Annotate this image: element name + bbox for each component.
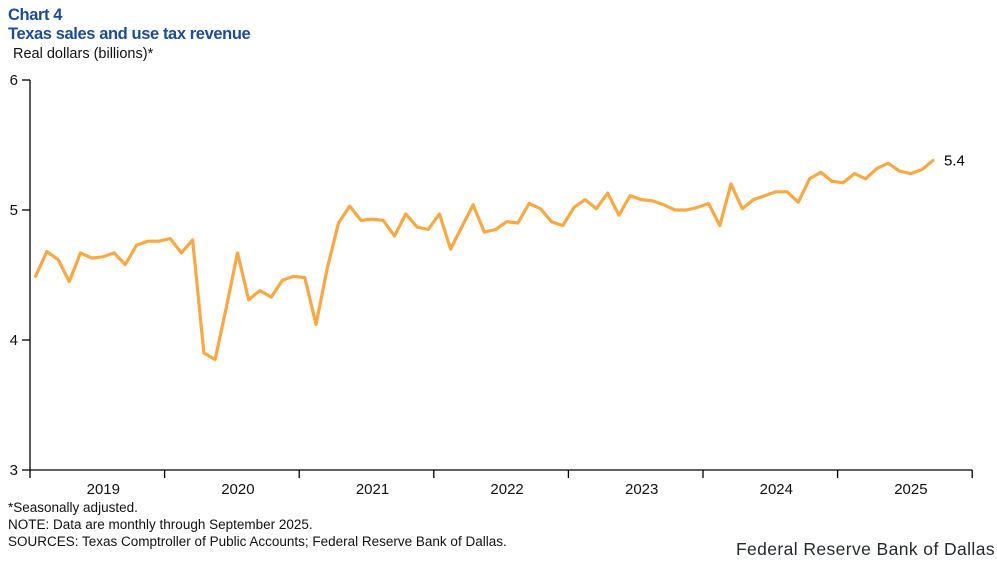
footnote-seasonally-adjusted: *Seasonally adjusted. bbox=[8, 500, 138, 515]
chart-title: Texas sales and use tax revenue bbox=[8, 25, 251, 43]
x-tick-label: 2024 bbox=[760, 481, 793, 498]
x-tick-label: 2020 bbox=[221, 481, 254, 498]
chart-header: Chart 4 Texas sales and use tax revenue bbox=[8, 6, 251, 44]
revenue-line bbox=[33, 159, 935, 362]
x-tick-label: 2019 bbox=[87, 481, 120, 498]
x-tick-label: 2022 bbox=[490, 481, 523, 498]
x-tick-label: 2023 bbox=[625, 481, 658, 498]
footnote-sources: SOURCES: Texas Comptroller of Public Acc… bbox=[8, 534, 507, 549]
x-tick-label: 2021 bbox=[356, 481, 389, 498]
footnotes: *Seasonally adjusted. NOTE: Data are mon… bbox=[8, 499, 507, 550]
chart-number: Chart 4 bbox=[8, 6, 63, 24]
y-axis-title: Real dollars (billions)* bbox=[13, 46, 154, 62]
y-tick-label: 5 bbox=[10, 202, 18, 219]
y-tick-label: 4 bbox=[10, 332, 18, 349]
footnote-note: NOTE: Data are monthly through September… bbox=[8, 517, 313, 532]
y-tick-label: 3 bbox=[10, 462, 18, 479]
x-tick-label: 2025 bbox=[894, 481, 927, 498]
end-value-label: 5.4 bbox=[944, 153, 965, 170]
dallas-fed-wordmark: Federal Reserve Bank of Dallas bbox=[735, 539, 995, 559]
y-tick-label: 6 bbox=[10, 72, 18, 89]
